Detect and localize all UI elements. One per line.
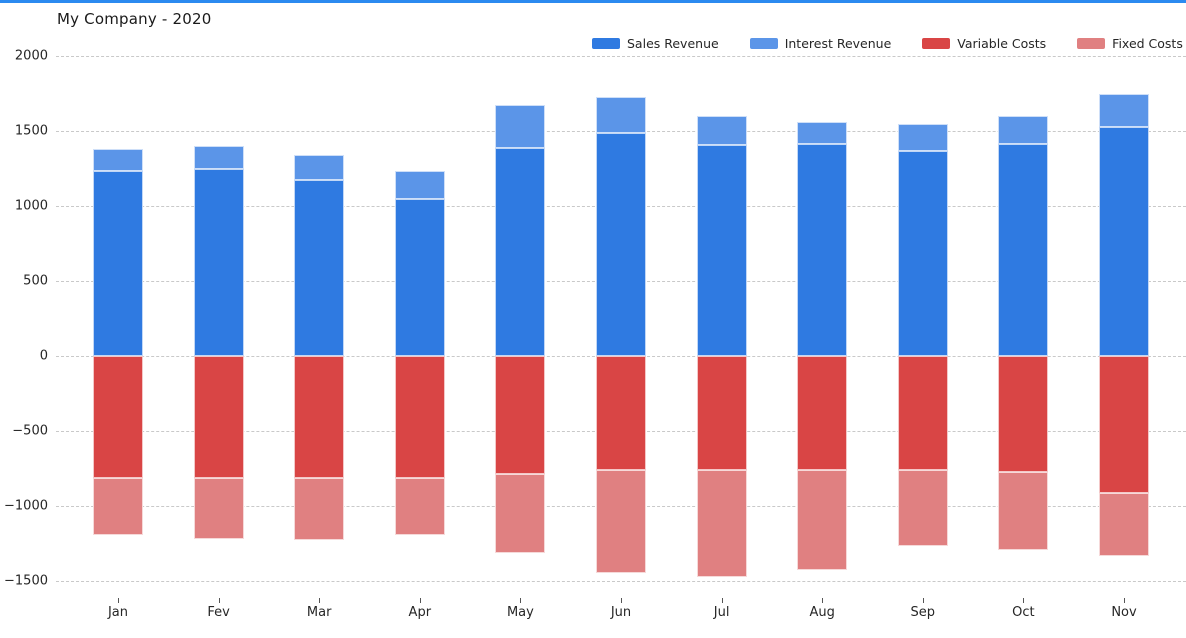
bar-segment-interest-revenue-may [495,104,546,149]
x-axis-tick-label: Sep [910,605,936,620]
gridline [56,56,1186,57]
top-accent-bar [0,0,1186,3]
bar-segment-interest-revenue-jul [696,116,747,145]
x-axis-tick-label: Apr [408,605,432,620]
bar-segment-interest-revenue-nov [1099,93,1149,127]
legend-swatch-icon [922,38,951,49]
x-axis-tick-label: May [506,605,534,620]
legend-item: Interest Revenue [749,36,892,51]
x-axis-tick-label: Fev [207,605,230,620]
legend-item: Sales Revenue [592,36,719,51]
bar-segment-variable-costs-aug [797,356,848,470]
y-axis-tick-label: −1000 [4,498,48,514]
bar-segment-variable-costs-apr [394,356,445,479]
bar-segment-interest-revenue-oct [998,116,1049,144]
bar-segment-fixed-costs-sep [897,470,948,546]
bar-segment-variable-costs-sep [897,356,948,470]
bar-segment-fixed-costs-jan [93,478,143,536]
x-axis-tick-label: Jun [610,605,632,620]
bar-segment-variable-costs-fev [193,356,244,479]
bar-segment-sales-revenue-apr [394,198,445,356]
bar-segment-interest-revenue-sep [897,123,948,152]
bar-segment-sales-revenue-jun [596,133,646,356]
bar-segment-variable-costs-may [495,356,546,474]
bar-segment-sales-revenue-oct [998,143,1049,356]
x-axis-tick [419,598,421,603]
bar-segment-interest-revenue-mar [294,155,345,180]
y-axis-tick-label: 1000 [14,198,48,214]
legend-item: Variable Costs [922,36,1046,51]
legend-label: Variable Costs [957,36,1047,51]
gridline [56,581,1186,582]
x-axis-tick [621,598,622,603]
y-axis-tick-label: −1500 [4,573,48,589]
x-axis-tick-label: Mar [306,605,332,620]
bar-segment-sales-revenue-jan [93,170,143,356]
x-axis-tick-label: Jan [107,605,129,620]
bar-segment-fixed-costs-oct [998,472,1049,550]
legend-swatch-icon [592,38,620,49]
legend-label: Sales Revenue [627,36,719,51]
bar-segment-fixed-costs-jun [596,470,646,573]
bar-segment-fixed-costs-apr [394,478,445,536]
x-axis-tick-label: Oct [1012,605,1035,620]
legend: Sales Revenue Interest Revenue Variable Co… [592,36,1183,51]
legend-label: Interest Revenue [784,36,892,51]
bar-segment-interest-revenue-jun [596,97,646,134]
y-axis-tick-label: 500 [23,273,48,289]
bar-segment-sales-revenue-may [495,148,546,356]
bar-segment-sales-revenue-jul [696,144,747,356]
bar-segment-sales-revenue-nov [1099,126,1149,356]
x-axis-tick [520,598,522,603]
bar-segment-fixed-costs-aug [797,470,848,570]
chart-title: My Company - 2020 [57,10,212,28]
bar-segment-fixed-costs-jul [696,470,747,578]
bar-segment-fixed-costs-may [495,473,546,554]
x-axis-tick [1124,598,1125,603]
x-axis-tick-label: Jul [713,605,730,620]
x-axis-tick [822,598,824,603]
bar-segment-variable-costs-nov [1099,356,1149,493]
bar-segment-interest-revenue-aug [797,122,848,144]
bar-segment-variable-costs-jun [596,356,646,470]
x-axis-tick [319,598,321,603]
bar-segment-sales-revenue-sep [897,151,948,356]
bar-segment-fixed-costs-nov [1099,492,1149,557]
x-axis-tick-label: Aug [809,605,835,620]
bar-segment-variable-costs-oct [998,356,1049,473]
bar-segment-interest-revenue-jan [93,149,143,171]
x-axis-tick [218,598,220,603]
x-axis-tick-label: Nov [1111,605,1137,620]
y-axis-tick-label: 2000 [14,48,48,64]
x-axis-tick [922,598,924,603]
bar-segment-sales-revenue-fev [193,169,244,356]
bar-segment-sales-revenue-mar [294,179,345,356]
legend-swatch-icon [1077,38,1106,49]
legend-swatch-icon [749,38,778,49]
legend-label: Fixed Costs [1112,36,1183,51]
bar-segment-interest-revenue-fev [193,146,244,170]
x-axis-tick [1023,598,1025,603]
bar-segment-variable-costs-jul [696,356,747,470]
x-axis-tick [118,598,119,603]
bar-segment-variable-costs-mar [294,356,345,479]
legend-item: Fixed Costs [1077,36,1183,51]
x-axis-tick [721,598,723,603]
bar-segment-sales-revenue-aug [797,143,848,356]
bar-segment-interest-revenue-apr [394,170,445,199]
y-axis-tick-label: 1500 [14,123,48,139]
bar-segment-fixed-costs-mar [294,478,345,540]
bar-segment-variable-costs-jan [93,356,143,479]
bar-segment-fixed-costs-fev [193,478,244,539]
y-axis-tick-label: 0 [39,348,48,364]
y-axis-tick-label: −500 [12,423,48,439]
